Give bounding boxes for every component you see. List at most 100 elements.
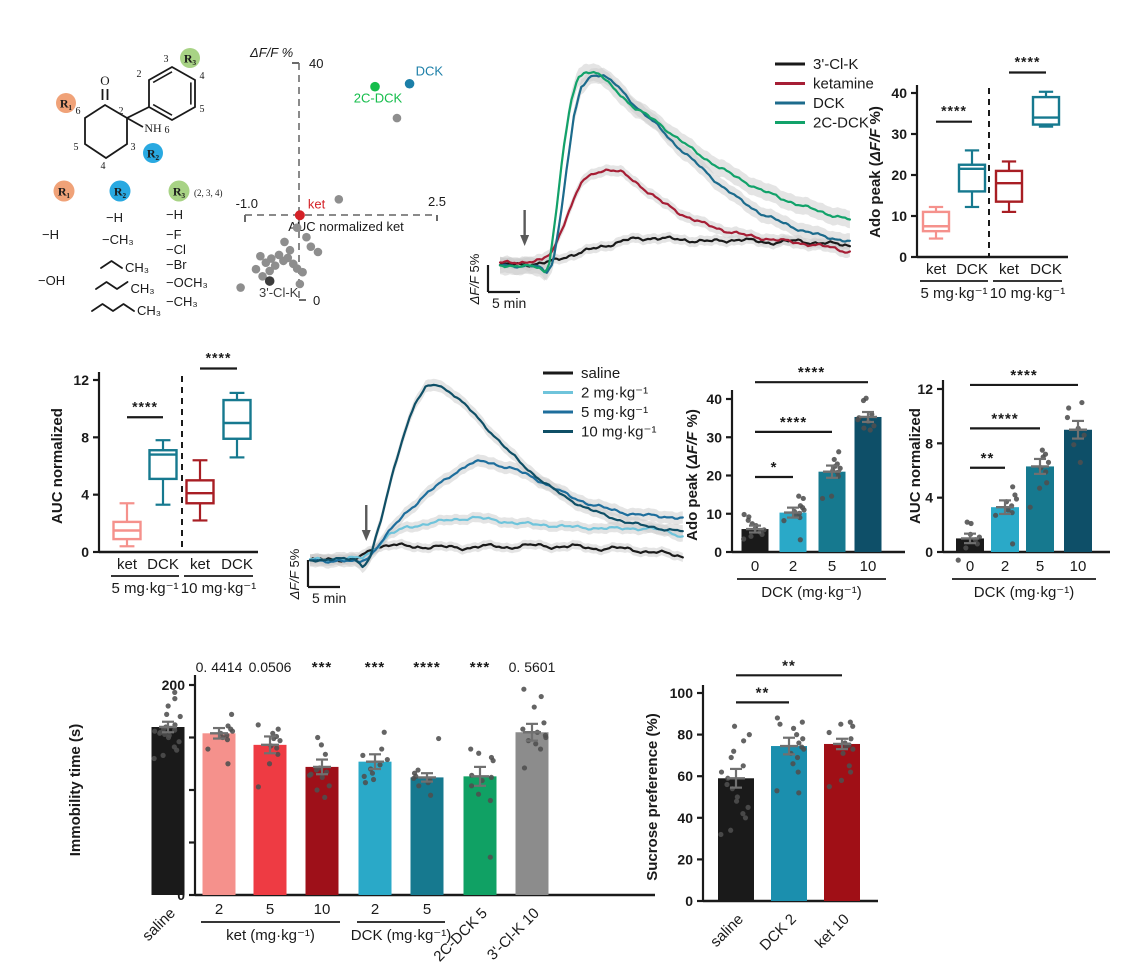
svg-text:0.0506: 0.0506 bbox=[249, 659, 292, 675]
panel-ado-peak-boxplot: 0 10 20 30 40 Ado peak (ΔF/F %) ket DCK 5 mg·kg⁻… bbox=[867, 54, 1068, 302]
svg-text:2C-DCK: 2C-DCK bbox=[813, 115, 869, 132]
svg-text:****: **** bbox=[941, 103, 967, 119]
svg-text:DCK 2: DCK 2 bbox=[757, 911, 800, 954]
svg-text:40: 40 bbox=[706, 391, 722, 407]
svg-text:60: 60 bbox=[677, 768, 693, 784]
svg-text:3: 3 bbox=[164, 54, 169, 65]
svg-text:−OH: −OH bbox=[38, 273, 65, 288]
svg-text:6: 6 bbox=[165, 125, 170, 136]
svg-text:ket: ket bbox=[999, 261, 1020, 278]
svg-text:CH₃: CH₃ bbox=[131, 281, 155, 296]
svg-text:***: *** bbox=[470, 659, 491, 676]
svg-text:DCK (mg·kg⁻¹): DCK (mg·kg⁻¹) bbox=[761, 584, 861, 601]
svg-text:0: 0 bbox=[81, 544, 89, 560]
svg-text:40: 40 bbox=[309, 56, 323, 71]
svg-text:Immobility time (s): Immobility time (s) bbox=[67, 724, 84, 857]
svg-text:12: 12 bbox=[917, 381, 933, 397]
svg-text:ket 10: ket 10 bbox=[812, 911, 853, 952]
svg-text:DCK: DCK bbox=[813, 95, 845, 112]
svg-text:80: 80 bbox=[677, 727, 693, 743]
svg-text:5: 5 bbox=[266, 901, 274, 918]
svg-text:DCK: DCK bbox=[416, 64, 444, 79]
svg-text:5 mg·kg⁻¹: 5 mg·kg⁻¹ bbox=[581, 404, 648, 421]
svg-text:12: 12 bbox=[73, 372, 89, 388]
svg-text:DCK (mg·kg⁻¹): DCK (mg·kg⁻¹) bbox=[974, 584, 1074, 601]
svg-text:AUC normalized: AUC normalized bbox=[49, 408, 66, 524]
svg-text:ΔF/F %: ΔF/F % bbox=[249, 45, 293, 60]
panel-ado-peak-dose-bars: 0 10 20 30 40 Ado peak (ΔF/F %) 0 2 5 10 DCK (mg·k… bbox=[684, 364, 905, 601]
svg-text:0. 4414: 0. 4414 bbox=[196, 659, 243, 675]
svg-text:−H: −H bbox=[42, 227, 59, 242]
svg-text:3'-Cl-K: 3'-Cl-K bbox=[813, 56, 858, 73]
svg-text:Ado peak (ΔF/F %): Ado peak (ΔF/F %) bbox=[684, 409, 701, 541]
svg-text:R₂: R₂ bbox=[114, 185, 127, 199]
svg-text:**: ** bbox=[756, 684, 770, 701]
svg-text:5: 5 bbox=[74, 142, 79, 153]
svg-text:ket: ket bbox=[926, 261, 947, 278]
svg-text:2: 2 bbox=[371, 901, 379, 918]
svg-text:5: 5 bbox=[828, 558, 836, 575]
svg-text:R₁: R₁ bbox=[58, 185, 71, 199]
svg-text:6: 6 bbox=[76, 106, 81, 117]
svg-text:20: 20 bbox=[677, 851, 693, 867]
svg-text:***: *** bbox=[365, 659, 386, 676]
svg-text:ΔF/F 5%: ΔF/F 5% bbox=[467, 253, 482, 305]
svg-text:-1.0: -1.0 bbox=[236, 196, 258, 211]
svg-text:DCK: DCK bbox=[1030, 261, 1062, 278]
svg-text:DCK (mg·kg⁻¹): DCK (mg·kg⁻¹) bbox=[351, 927, 451, 944]
svg-text:DCK: DCK bbox=[221, 556, 253, 573]
svg-text:10 mg·kg⁻¹: 10 mg·kg⁻¹ bbox=[581, 424, 656, 441]
svg-text:0: 0 bbox=[966, 558, 974, 575]
svg-text:****: **** bbox=[991, 410, 1018, 427]
svg-text:−H: −H bbox=[106, 210, 123, 225]
svg-text:saline: saline bbox=[581, 365, 620, 382]
panel-auc-boxplot: 0 4 8 12 AUC normalized ket DCK 5 mg·kg⁻¹ **** ke… bbox=[49, 350, 258, 597]
svg-text:**: ** bbox=[981, 450, 995, 467]
svg-text:*: * bbox=[771, 459, 778, 476]
svg-text:5: 5 bbox=[423, 901, 431, 918]
panel-compound-scatter: ΔF/F % 40 0 -1.0 2.5 AUC normalized ket DCK 2C-… bbox=[236, 45, 446, 308]
svg-text:−H: −H bbox=[166, 207, 183, 222]
svg-text:****: **** bbox=[780, 414, 807, 431]
svg-text:2 mg·kg⁻¹: 2 mg·kg⁻¹ bbox=[581, 385, 648, 402]
svg-text:10: 10 bbox=[1070, 558, 1087, 575]
svg-text:0: 0 bbox=[685, 893, 693, 909]
svg-text:40: 40 bbox=[891, 85, 907, 101]
svg-text:****: **** bbox=[1010, 367, 1037, 384]
svg-text:−Br: −Br bbox=[166, 257, 187, 272]
svg-text:20: 20 bbox=[706, 468, 722, 484]
svg-text:−CH₃: −CH₃ bbox=[166, 294, 198, 309]
svg-text:−CH₃: −CH₃ bbox=[102, 232, 134, 247]
svg-text:10 mg·kg⁻¹: 10 mg·kg⁻¹ bbox=[990, 285, 1065, 302]
svg-text:10: 10 bbox=[314, 901, 331, 918]
svg-text:0: 0 bbox=[925, 544, 933, 560]
svg-text:ket (mg·kg⁻¹): ket (mg·kg⁻¹) bbox=[226, 927, 315, 944]
svg-text:2: 2 bbox=[119, 106, 124, 117]
svg-text:4: 4 bbox=[925, 490, 933, 506]
svg-text:10 mg·kg⁻¹: 10 mg·kg⁻¹ bbox=[181, 580, 256, 597]
svg-text:0. 5601: 0. 5601 bbox=[509, 659, 556, 675]
svg-text:R₂: R₂ bbox=[147, 147, 160, 161]
svg-text:−OCH₃: −OCH₃ bbox=[166, 275, 208, 290]
svg-text:−F: −F bbox=[166, 227, 182, 242]
svg-text:5 mg·kg⁻¹: 5 mg·kg⁻¹ bbox=[920, 285, 987, 302]
svg-text:R₃: R₃ bbox=[173, 185, 186, 199]
svg-text:20: 20 bbox=[891, 167, 907, 183]
svg-text:2C-DCK: 2C-DCK bbox=[354, 91, 403, 106]
svg-text:****: **** bbox=[413, 659, 440, 676]
svg-text:10: 10 bbox=[891, 208, 907, 224]
svg-text:R₁: R₁ bbox=[60, 97, 73, 111]
svg-text:4: 4 bbox=[81, 487, 89, 503]
svg-text:***: *** bbox=[312, 659, 333, 676]
svg-text:saline: saline bbox=[139, 905, 179, 945]
svg-text:40: 40 bbox=[677, 810, 693, 826]
svg-text:5: 5 bbox=[1036, 558, 1044, 575]
svg-text:30: 30 bbox=[706, 429, 722, 445]
svg-text:5 mg·kg⁻¹: 5 mg·kg⁻¹ bbox=[111, 580, 178, 597]
svg-text:2: 2 bbox=[137, 69, 142, 80]
svg-text:−Cl: −Cl bbox=[166, 242, 186, 257]
svg-text:O: O bbox=[100, 73, 109, 88]
svg-text:ket: ket bbox=[308, 196, 326, 211]
